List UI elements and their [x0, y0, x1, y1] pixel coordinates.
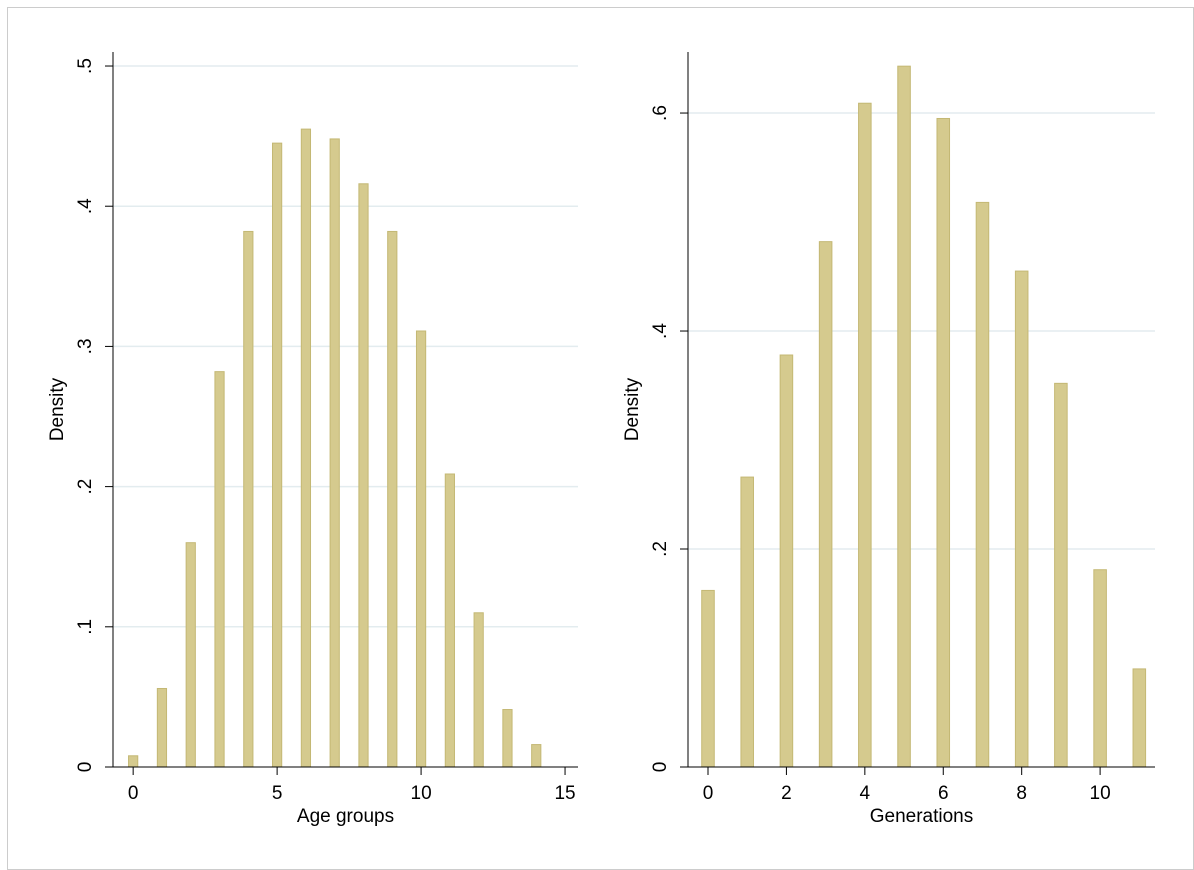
bar: [185, 542, 196, 768]
x-axis-label: Generations: [870, 806, 974, 827]
bar: [936, 117, 951, 768]
x-tick-label: 0: [128, 783, 139, 804]
bar: [502, 709, 513, 768]
bar: [975, 201, 990, 768]
y-axis-label: Density: [47, 377, 68, 441]
bar: [1014, 270, 1029, 768]
bar: [531, 744, 542, 768]
y-tick-label: .2: [75, 479, 96, 495]
bar: [897, 65, 911, 768]
bar: [272, 142, 283, 768]
y-tick-label: .4: [75, 198, 96, 214]
bar: [779, 354, 794, 768]
x-tick-label: 8: [1016, 783, 1027, 804]
bar: [415, 330, 427, 768]
bar: [444, 473, 455, 768]
bar: [701, 589, 715, 768]
bar: [358, 183, 369, 768]
x-tick-label: 10: [1090, 783, 1111, 804]
y-tick-label: .3: [75, 338, 96, 354]
y-tick-label: 0: [75, 762, 96, 773]
bar: [1093, 569, 1107, 768]
y-tick-label: .4: [650, 323, 671, 339]
y-tick-label: .2: [650, 541, 671, 557]
bar: [740, 476, 754, 768]
y-tick-label: .6: [650, 105, 671, 121]
y-axis-label: Density: [622, 377, 643, 441]
x-axis-label: Age groups: [297, 806, 394, 827]
y-tick-label: .1: [75, 619, 96, 635]
x-tick-label: 5: [272, 783, 283, 804]
x-tick-label: 2: [781, 783, 792, 804]
x-tick-label: 15: [554, 783, 575, 804]
figure-border: [7, 7, 1194, 870]
bar: [387, 230, 398, 768]
x-tick-label: 4: [860, 783, 871, 804]
bar: [243, 230, 254, 768]
bar: [156, 687, 168, 768]
bar: [300, 128, 312, 768]
bar: [818, 241, 833, 768]
bar: [1054, 382, 1068, 768]
y-tick-label: 0: [650, 762, 671, 773]
x-tick-label: 10: [411, 783, 432, 804]
bar: [329, 138, 340, 768]
x-tick-label: 6: [938, 783, 949, 804]
x-tick-label: 0: [703, 783, 714, 804]
bar: [473, 612, 484, 768]
bar: [214, 371, 225, 768]
y-tick-label: .5: [75, 58, 96, 74]
bar: [858, 102, 872, 768]
bar: [1132, 668, 1147, 768]
bar: [128, 755, 139, 768]
